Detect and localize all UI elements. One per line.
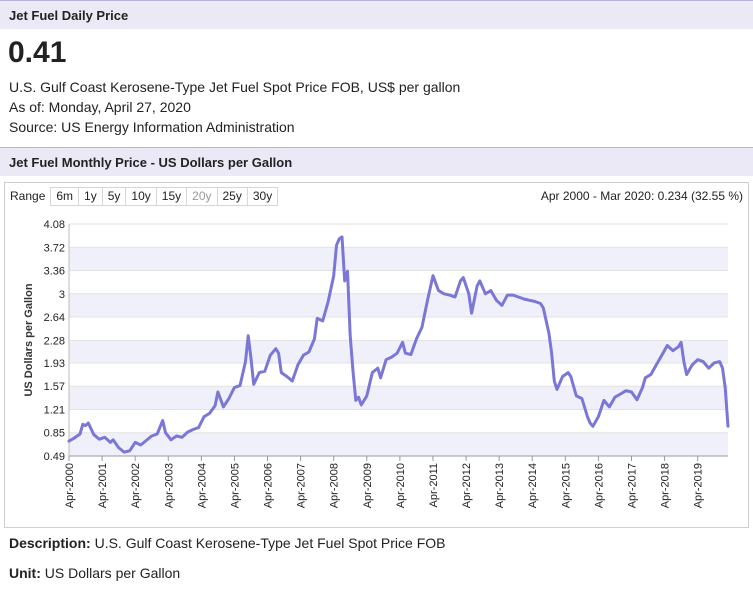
x-tick-label: Apr-2014 (527, 463, 539, 508)
y-tick-label: 1.21 (44, 404, 65, 416)
x-tick-label: Apr-2002 (130, 463, 142, 508)
range-button-25y[interactable]: 25y (216, 186, 247, 206)
x-tick-label: Apr-2015 (560, 463, 572, 508)
x-tick-label: Apr-2001 (97, 463, 109, 508)
x-tick-label: Apr-2013 (494, 463, 506, 508)
description-label: Description: (9, 535, 91, 551)
description-value: U.S. Gulf Coast Kerosene-Type Jet Fuel S… (94, 535, 446, 551)
data-source: Source: US Energy Information Administra… (9, 119, 295, 135)
y-tick-label: 3.36 (44, 266, 65, 278)
y-tick-label: 2.64 (44, 312, 65, 324)
y-tick-label: 0.85 (44, 428, 65, 440)
range-button-6m[interactable]: 6m (50, 186, 79, 206)
range-button-10y[interactable]: 10y (125, 186, 156, 206)
x-tick-label: Apr-2000 (64, 463, 76, 508)
price-description: U.S. Gulf Coast Kerosene-Type Jet Fuel S… (9, 79, 461, 95)
daily-price-header: Jet Fuel Daily Price (0, 0, 753, 29)
x-tick-label: Apr-2012 (461, 463, 473, 508)
x-tick-label: Apr-2010 (395, 463, 407, 508)
range-button-20y[interactable]: 20y (186, 186, 217, 206)
grid-band (69, 386, 728, 410)
y-tick-label: 0.49 (44, 451, 65, 463)
unit-label: Unit: (9, 565, 41, 581)
range-label: Range (10, 189, 46, 203)
y-tick-label: 1.93 (44, 358, 65, 370)
x-tick-label: Apr-2008 (329, 463, 341, 508)
x-tick-label: Apr-2004 (196, 463, 208, 508)
range-selector: Range 6m 1y 5y 10y 15y 20y 25y 30y (10, 186, 279, 206)
y-tick-label: 1.57 (44, 381, 65, 393)
x-tick-label: Apr-2003 (163, 463, 175, 508)
y-tick-label: 4.08 (44, 219, 65, 231)
y-tick-label: 3 (59, 289, 65, 301)
range-button-30y[interactable]: 30y (246, 186, 279, 206)
as-of-date: As of: Monday, April 27, 2020 (9, 99, 191, 115)
description-row: Description: U.S. Gulf Coast Kerosene-Ty… (9, 535, 446, 551)
unit-value: US Dollars per Gallon (44, 565, 181, 581)
monthly-price-header: Jet Fuel Monthly Price - US Dollars per … (0, 147, 753, 176)
y-tick-label: 2.28 (44, 335, 65, 347)
range-button-5y[interactable]: 5y (101, 186, 126, 206)
range-button-1y[interactable]: 1y (78, 186, 102, 206)
grid-band (69, 432, 728, 456)
x-tick-label: Apr-2005 (229, 463, 241, 508)
grid-band (69, 293, 728, 318)
price-series-line (67, 235, 730, 454)
y-tick-label: 3.72 (44, 242, 65, 254)
x-tick-label: Apr-2011 (428, 463, 440, 507)
range-button-15y[interactable]: 15y (155, 186, 187, 206)
x-tick-label: Apr-2009 (362, 463, 374, 508)
x-tick-label: Apr-2018 (660, 463, 672, 508)
grid-band (69, 247, 728, 271)
x-tick-label: Apr-2016 (593, 463, 605, 508)
unit-row: Unit: US Dollars per Gallon (9, 565, 180, 581)
current-price: 0.41 (8, 36, 67, 69)
x-tick-label: Apr-2007 (296, 463, 308, 508)
x-tick-label: Apr-2019 (693, 463, 705, 508)
y-axis-label: US Dollars per Gallon (23, 283, 35, 396)
x-tick-label: Apr-2017 (626, 463, 638, 508)
range-summary: Apr 2000 - Mar 2020: 0.234 (32.55 %) (540, 189, 743, 203)
x-tick-label: Apr-2006 (263, 463, 275, 508)
